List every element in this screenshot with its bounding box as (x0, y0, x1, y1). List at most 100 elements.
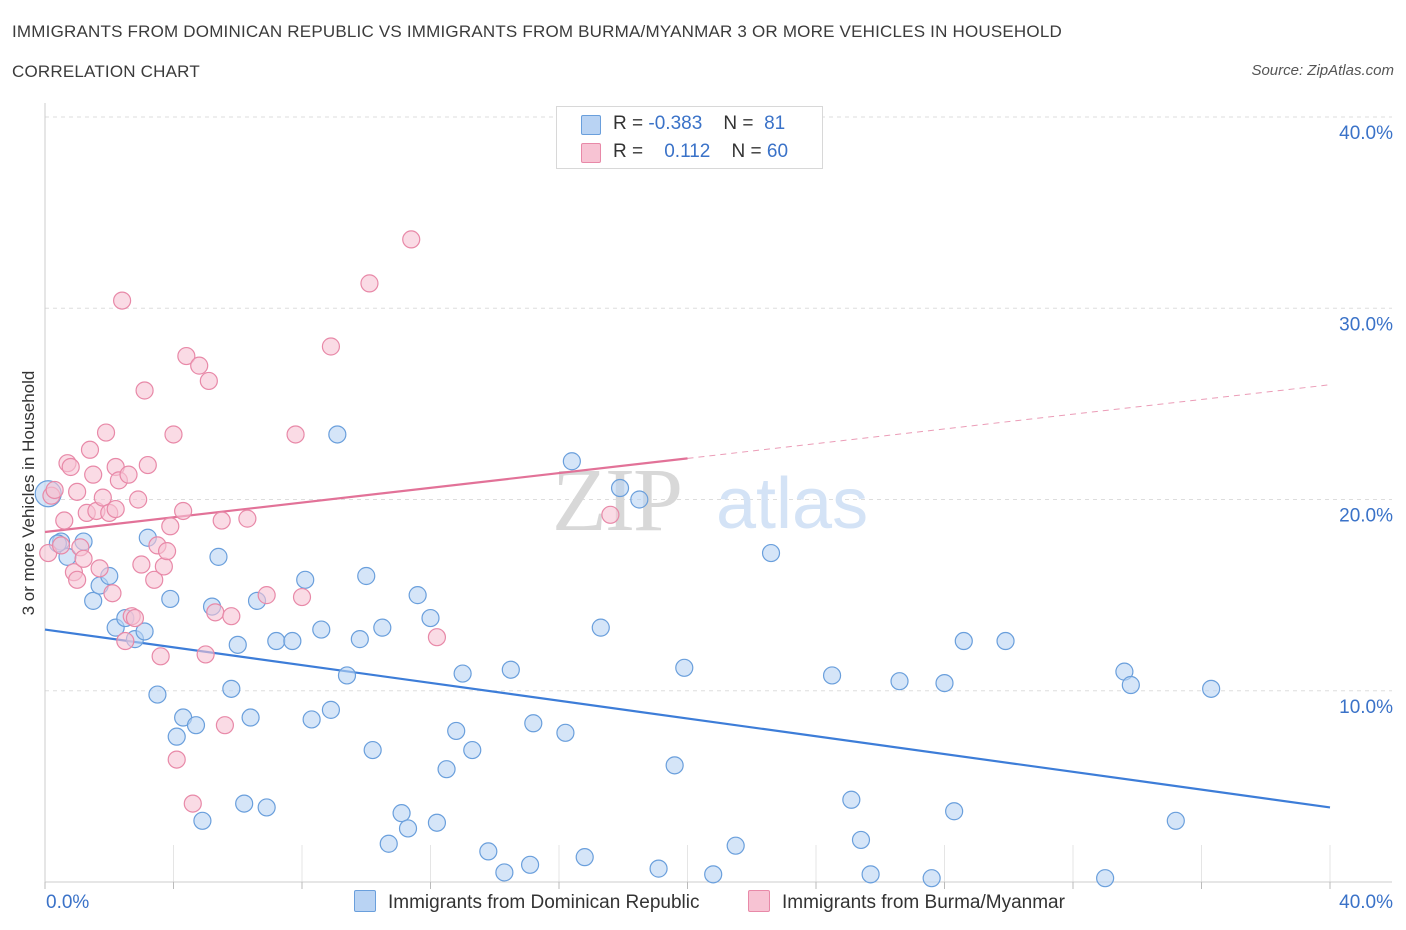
data-point-burma (154, 557, 173, 576)
source-label: Source: ZipAtlas.com (1251, 62, 1394, 79)
data-point-burma (119, 465, 138, 484)
data-point-burma (161, 517, 180, 536)
data-point-dominican (463, 740, 482, 760)
data-point-burma (125, 608, 145, 628)
chart-subtitle: CORRELATION CHART (12, 62, 200, 81)
data-point-burma (190, 356, 209, 375)
legend-r-value-dominican: -0.383 (648, 113, 703, 134)
data-point-burma (177, 346, 196, 366)
data-point-dominican (427, 813, 447, 832)
data-point-burma (132, 555, 151, 574)
data-point-dominican (524, 714, 543, 733)
data-point-dominican (675, 658, 694, 677)
legend-r-value-burma: 0.112 (664, 141, 711, 162)
data-point-dominican (851, 830, 871, 850)
data-point-dominican (649, 859, 668, 878)
data-point-dominican (575, 848, 594, 867)
legend-item-dominican: Immigrants from Dominican Republic (354, 890, 700, 914)
data-point-burma (164, 425, 183, 444)
y-axis-label: 3 or more Vehicles in Household (19, 371, 38, 616)
data-point-burma (138, 455, 157, 475)
data-point-dominican (357, 566, 376, 586)
data-point-dominican (135, 622, 154, 641)
data-point-dominican (447, 721, 466, 741)
legend-label-dominican: Immigrants from Dominican Republic (388, 892, 700, 913)
data-point-dominican (283, 631, 302, 651)
data-point-dominican (84, 591, 103, 610)
data-point-burma (116, 631, 135, 651)
data-point-burma (90, 559, 109, 578)
correlation-legend: R = -0.383 N = 81 R = 0.112 N = 60 (556, 106, 823, 169)
y-tick-label: 20.0% (1339, 506, 1393, 527)
legend-r-label: R = (613, 141, 644, 162)
data-point-burma (321, 337, 341, 356)
data-point-burma (106, 499, 125, 519)
data-point-dominican (556, 723, 575, 742)
data-point-burma (84, 465, 103, 484)
data-point-burma (402, 230, 421, 249)
data-point-dominican (495, 863, 514, 882)
data-point-burma (196, 645, 215, 664)
data-point-dominican (421, 608, 440, 628)
trend-lines (44, 384, 1331, 809)
data-point-dominican (922, 869, 941, 888)
legend-label-burma: Immigrants from Burma/Myanmar (782, 892, 1065, 913)
data-point-burma (145, 570, 164, 589)
data-point-burma (129, 490, 148, 509)
legend-swatch-blue (354, 890, 376, 912)
data-point-dominican (610, 478, 630, 498)
data-point-dominican (186, 716, 206, 735)
data-point-dominican (890, 672, 909, 691)
data-point-burma (601, 505, 620, 524)
data-points (34, 230, 1221, 888)
data-point-dominican (161, 589, 180, 609)
data-point-burma (103, 584, 122, 603)
data-point-dominican (479, 842, 498, 861)
data-point-burma (183, 794, 202, 813)
data-point-burma (68, 482, 87, 501)
data-point-dominican (954, 631, 973, 651)
data-point-dominican (148, 685, 167, 704)
data-point-dominican (193, 811, 212, 830)
legend-n-label: N = (731, 141, 762, 162)
data-point-dominican (328, 425, 347, 444)
data-point-burma (292, 587, 312, 607)
data-point-dominican (520, 855, 540, 874)
y-tick-label: 40.0% (1339, 123, 1393, 144)
data-point-dominican (363, 740, 382, 760)
data-point-burma (74, 549, 93, 568)
data-point-dominican (267, 631, 286, 651)
data-point-dominican (167, 727, 186, 746)
data-point-dominican (726, 836, 745, 855)
data-point-dominican (945, 802, 964, 821)
legend-n-value-burma: 60 (766, 141, 789, 162)
data-point-dominican (350, 630, 369, 649)
tick-labels: 10.0% 20.0% 30.0% 40.0% 0.0% 40.0% (46, 123, 1393, 913)
y-tick-label: 30.0% (1339, 314, 1393, 335)
data-point-burma (68, 570, 87, 589)
data-point-dominican (822, 666, 842, 685)
data-point-dominican (861, 865, 880, 884)
watermark-atlas: atlas (716, 464, 868, 544)
data-point-dominican (665, 756, 684, 775)
data-point-dominican (704, 865, 723, 884)
data-point-burma (167, 750, 186, 769)
data-point-burma (427, 628, 447, 647)
trend-line-burma-extension (687, 384, 1331, 459)
data-point-dominican (453, 664, 472, 683)
data-point-burma (61, 457, 80, 477)
data-point-dominican (1121, 675, 1140, 695)
data-point-burma (199, 371, 218, 391)
data-point-burma (45, 480, 64, 500)
data-point-burma (96, 423, 116, 442)
data-point-burma (222, 607, 241, 626)
watermark: ZIP atlas (552, 451, 868, 550)
data-point-burma (238, 509, 257, 528)
data-point-dominican (302, 710, 321, 729)
data-point-dominican (321, 700, 341, 719)
data-point-dominican (501, 660, 520, 679)
data-point-dominican (241, 708, 260, 727)
data-point-dominican (996, 631, 1015, 651)
trend-line-burma (44, 457, 688, 534)
